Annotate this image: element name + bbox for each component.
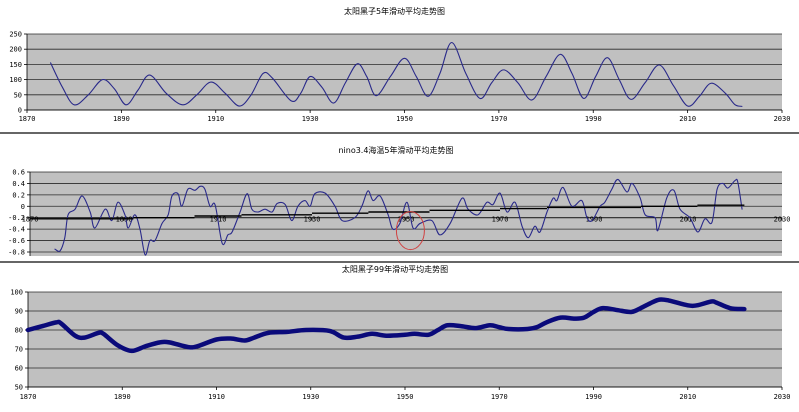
- y-tick-label: 80: [15, 327, 23, 335]
- y-tick-label: 0: [21, 203, 25, 211]
- x-tick-label: 1950: [398, 216, 415, 224]
- chart-nino34-5yr: nino3.4海温5年滑动平均走势图 -0.8 -0.6 -0.4 -0.2 0 0.2 0.…: [8, 145, 790, 257]
- y-tick-label: 200: [9, 46, 22, 54]
- plot-area: [27, 34, 782, 110]
- x-tick-label: 1890: [116, 216, 133, 224]
- x-tick-label: 1870: [20, 393, 37, 401]
- y-tick-label: 100: [10, 289, 23, 297]
- y-tick-label: 0: [18, 107, 22, 115]
- x-tick-label: 1910: [208, 393, 225, 401]
- x-tick-label: 2010: [679, 115, 696, 123]
- chart-title: nino3.4海温5年滑动平均走势图: [338, 145, 453, 155]
- y-tick-label: 100: [9, 76, 22, 84]
- x-tick-label: 1890: [113, 115, 130, 123]
- x-tick-label: 1910: [207, 115, 224, 123]
- x-tick-label: 1970: [490, 115, 507, 123]
- y-tick-label: 0.4: [12, 180, 25, 188]
- x-tick-label: 1990: [586, 216, 603, 224]
- x-tick-label: 1870: [22, 216, 39, 224]
- y-tick-label: 90: [15, 308, 23, 316]
- x-tick-label: 1970: [491, 393, 508, 401]
- chart-sunspot-99yr: 太阳黑子99年滑动平均走势图 50 60 70 80 90 100 1870 1890 1910 1…: [10, 264, 790, 401]
- y-tick-label: 0.6: [12, 169, 25, 177]
- chart-title: 太阳黑子5年滑动平均走势图: [344, 6, 445, 16]
- x-tick-label: 1990: [585, 393, 602, 401]
- x-tick-label: 1870: [19, 115, 36, 123]
- y-tick-label: -0.4: [8, 226, 25, 234]
- x-tick-label: 1930: [302, 393, 319, 401]
- y-tick-label: 0.2: [12, 191, 25, 199]
- y-tick-label: -0.6: [8, 237, 25, 245]
- plot-area: [30, 172, 782, 256]
- y-tick-label: -0.8: [8, 249, 25, 257]
- x-tick-label: 1950: [397, 393, 414, 401]
- y-tick-label: 50: [14, 91, 22, 99]
- y-tick-label: -0.2: [8, 214, 25, 222]
- x-tick-label: 1930: [304, 216, 321, 224]
- chart-title: 太阳黑子99年滑动平均走势图: [342, 264, 448, 274]
- y-tick-label: 150: [9, 61, 22, 69]
- series-line: [25, 297, 747, 354]
- x-tick-label: 2030: [774, 115, 791, 123]
- y-tick-label: 250: [9, 31, 22, 39]
- x-tick-label: 2010: [679, 393, 696, 401]
- x-tick-label: 1950: [396, 115, 413, 123]
- y-tick-label: 70: [15, 346, 23, 354]
- x-tick-label: 1970: [492, 216, 509, 224]
- x-tick-label: 2010: [680, 216, 697, 224]
- y-tick-label: 60: [15, 365, 23, 373]
- trend-line: [30, 204, 745, 220]
- x-tick-label: 1890: [114, 393, 131, 401]
- x-tick-label: 2030: [774, 216, 791, 224]
- plot-area: [28, 292, 782, 387]
- x-tick-label: 1990: [585, 115, 602, 123]
- chart-sunspot-5yr: 太阳黑子5年滑动平均走势图 0 50 100 150 200 250 1870 1890 1910…: [9, 6, 790, 123]
- y-tick-label: 50: [15, 384, 23, 392]
- highlight-circle: [395, 211, 425, 251]
- x-tick-label: 1930: [302, 115, 319, 123]
- x-tick-label: 2030: [774, 393, 791, 401]
- series-line: [54, 178, 743, 256]
- series-line: [50, 41, 743, 107]
